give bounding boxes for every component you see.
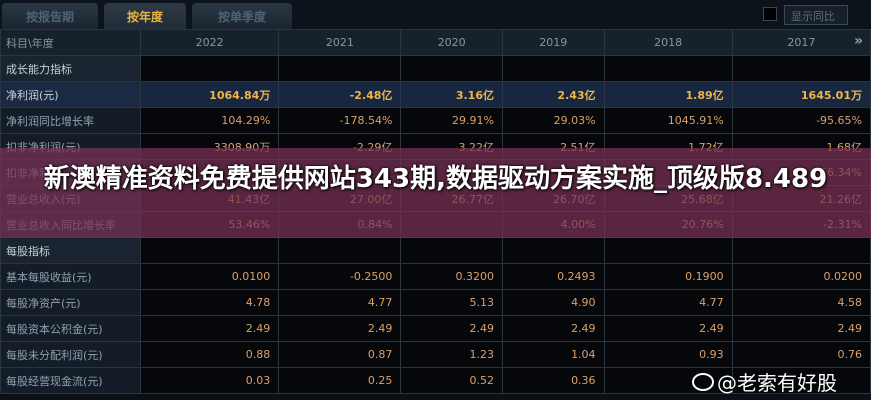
table-cell: 2.49 <box>139 315 280 342</box>
year-header[interactable]: 2017 <box>731 29 871 56</box>
row-label: 每股资本公积金(元) <box>0 315 141 342</box>
table-cell: 1064.84万 <box>139 81 280 108</box>
table-cell: 0.0100 <box>139 263 280 290</box>
table-row: 每股资本公积金(元) 2.49 2.49 2.49 2.49 2.49 2.49 <box>0 315 871 342</box>
table-cell <box>400 55 503 82</box>
year-header[interactable]: 2021 <box>278 29 402 56</box>
table-cell <box>501 55 605 82</box>
table-cell: 0.03 <box>139 367 280 394</box>
year-header[interactable]: 2022 <box>139 29 280 56</box>
table-cell: 104.29% <box>139 107 280 134</box>
table-cell <box>139 55 280 82</box>
table-row: 基本每股收益(元) 0.0100 -0.2500 0.3200 0.2493 0.1900… <box>0 263 871 290</box>
year-header[interactable]: 2019 <box>501 29 605 56</box>
table-cell: 0.2493 <box>501 263 605 290</box>
year-header[interactable]: 2018 <box>603 29 733 56</box>
table-cell: -178.54% <box>278 107 402 134</box>
year-header[interactable]: 2020 <box>400 29 503 56</box>
table-cell: 4.90 <box>501 289 605 316</box>
table-row: 每股净资产(元) 4.78 4.77 5.13 4.90 4.77 4.58 <box>0 289 871 316</box>
table-cell: -2.48亿 <box>278 81 402 108</box>
table-cell: -95.65% <box>731 107 871 134</box>
table-cell: 1645.01万 <box>731 81 871 108</box>
header-label: 科目\年度 <box>0 29 141 56</box>
table-cell: 29.91% <box>400 107 503 134</box>
table-cell: 2.49 <box>278 315 402 342</box>
table-cell: 0.36 <box>501 367 605 394</box>
table-cell <box>278 237 402 264</box>
table-cell: 0.87 <box>278 341 402 368</box>
table-cell <box>400 237 503 264</box>
table-cell: 2.49 <box>501 315 605 342</box>
table-cell: 0.52 <box>400 367 503 394</box>
table-cell: 4.78 <box>139 289 280 316</box>
table-cell <box>603 237 733 264</box>
table-cell: 2.49 <box>731 315 871 342</box>
table-row: 每股未分配利润(元) 0.88 0.87 1.23 1.04 0.93 0.76 <box>0 341 871 368</box>
next-columns-icon[interactable]: » <box>853 33 863 49</box>
tab-by-quarter[interactable]: 按单季度 <box>192 3 292 29</box>
table-cell: 1045.91% <box>603 107 733 134</box>
table-cell: 0.25 <box>278 367 402 394</box>
overlay-title: 新澳精准资料免费提供网站343期,数据驱动方案实施_顶级版8.489 <box>43 164 828 194</box>
table-cell <box>501 237 605 264</box>
table-cell <box>278 55 402 82</box>
row-label: 净利润同比增长率 <box>0 107 141 134</box>
row-label: 每股未分配利润(元) <box>0 341 141 368</box>
table-cell <box>603 55 733 82</box>
table-row: 每股指标 <box>0 237 871 264</box>
table-cell: -0.2500 <box>278 263 402 290</box>
tab-by-year[interactable]: 按年度 <box>104 3 186 29</box>
weibo-icon <box>692 372 714 391</box>
table-cell: 4.77 <box>278 289 402 316</box>
table-cell: 4.77 <box>603 289 733 316</box>
title-overlay-band <box>0 148 871 238</box>
table-header-row: 科目\年度 2022 2021 2020 2019 2018 2017 <box>0 29 871 56</box>
table-cell: 0.0200 <box>731 263 871 290</box>
row-label: 基本每股收益(元) <box>0 263 141 290</box>
tab-by-report-period[interactable]: 按报告期 <box>2 3 98 29</box>
table-cell: 2.49 <box>400 315 503 342</box>
table-cell: 1.89亿 <box>603 81 733 108</box>
table-cell: 2.43亿 <box>501 81 605 108</box>
table-row: 净利润(元) 1064.84万 -2.48亿 3.16亿 2.43亿 1.89亿 1645.… <box>0 81 871 108</box>
table-cell <box>731 237 871 264</box>
table-cell: 0.88 <box>139 341 280 368</box>
table-cell: 4.58 <box>731 289 871 316</box>
table-row: 成长能力指标 <box>0 55 871 82</box>
top-bar: 按报告期 按年度 按单季度 显示同比 <box>0 0 871 29</box>
table-cell: 0.93 <box>603 341 733 368</box>
table-row: 净利润同比增长率 104.29% -178.54% 29.91% 29.03% 1045.… <box>0 107 871 134</box>
table-cell: 2.49 <box>603 315 733 342</box>
table-cell: 0.76 <box>731 341 871 368</box>
table-cell: 1.04 <box>501 341 605 368</box>
row-label: 每股指标 <box>0 237 141 264</box>
table-cell <box>731 55 871 82</box>
table-cell <box>139 237 280 264</box>
row-label: 净利润(元) <box>0 81 141 108</box>
watermark: @老索有好股 <box>692 367 837 396</box>
watermark-text: @老索有好股 <box>717 371 837 395</box>
row-label: 每股净资产(元) <box>0 289 141 316</box>
row-label: 每股经营现金流(元) <box>0 367 141 394</box>
row-label: 成长能力指标 <box>0 55 141 82</box>
table-cell: 3.16亿 <box>400 81 503 108</box>
table-cell: 1.23 <box>400 341 503 368</box>
compare-label[interactable]: 显示同比 <box>784 5 848 25</box>
table-cell: 5.13 <box>400 289 503 316</box>
compare-checkbox[interactable] <box>763 7 777 21</box>
table-cell <box>731 367 871 394</box>
table-cell: 0.3200 <box>400 263 503 290</box>
table-cell: 29.03% <box>501 107 605 134</box>
table-cell: 0.1900 <box>603 263 733 290</box>
